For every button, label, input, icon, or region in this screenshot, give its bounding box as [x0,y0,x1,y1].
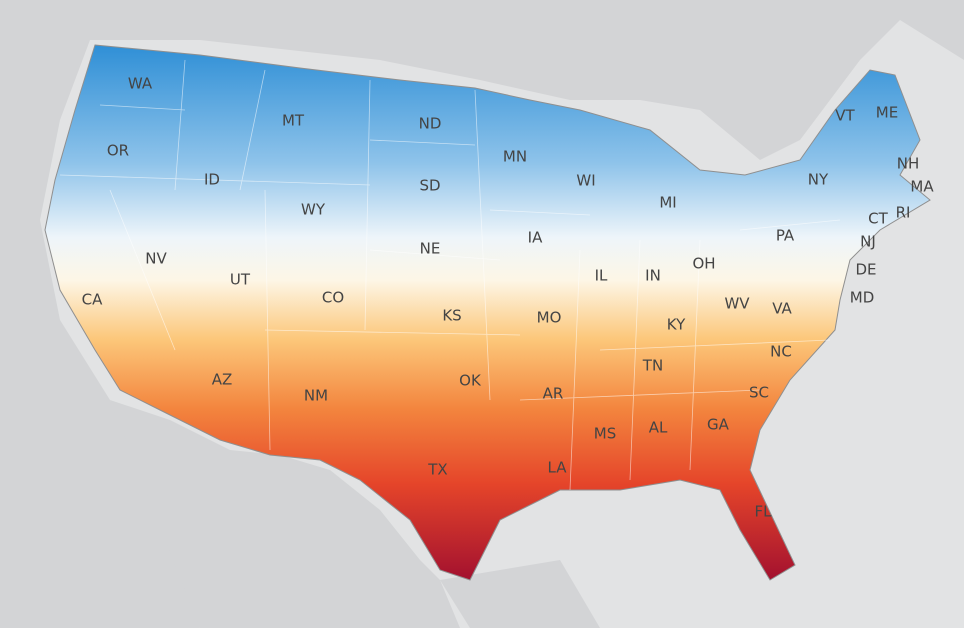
state-label: RI [896,204,911,222]
state-label: PA [776,227,795,245]
state-label: NM [304,387,328,405]
state-label: CT [868,210,888,228]
state-label: VA [772,300,792,318]
state-label: SD [419,177,440,195]
state-label: VT [835,107,855,125]
state-label: AR [543,385,564,403]
state-label: OK [459,372,482,390]
state-label: MN [503,148,527,166]
state-label: GA [707,416,730,434]
state-label: NY [808,171,829,189]
state-borders [59,59,841,491]
state-label: MS [594,425,616,443]
state-label: MT [282,112,305,130]
state-label: AZ [212,371,233,389]
state-label: OR [107,142,129,160]
state-label: KY [667,316,686,334]
state-label: WY [301,201,326,219]
state-label: IA [528,229,543,247]
state-label: NJ [860,233,876,251]
state-labels: WA OR ID MT WY NV UT CO CA AZ NM ND SD NE KS OK TX MN IA MO… [82,75,935,521]
state-label: NV [145,250,167,268]
state-label: UT [230,271,251,289]
state-label: TN [642,357,663,375]
state-label: CO [322,289,344,307]
state-label: DE [855,261,876,279]
state-label: ND [419,115,442,133]
state-label: ID [204,171,220,189]
state-label: NC [770,343,792,361]
state-label: NE [420,240,441,258]
state-label: MD [850,289,875,307]
state-label: ME [876,104,898,122]
state-label: MA [910,178,934,196]
state-label: AL [649,419,668,437]
land [110,400,600,628]
state-label: MI [659,194,676,212]
us-temperature [44,44,931,581]
state-label: IN [645,267,661,285]
state-label: WV [724,295,750,313]
state-label: OH [692,255,715,273]
state-label: MO [537,309,562,327]
state-label: SC [749,384,769,402]
state-label: FL [755,503,773,521]
state-label: CA [82,291,103,309]
state-label: LA [548,459,568,477]
state-label: KS [442,307,461,325]
state-label: WI [576,172,595,190]
state-label: WA [128,75,153,93]
state-label: IL [595,267,608,285]
state-label: NH [897,155,920,173]
state-label: TX [427,461,447,479]
